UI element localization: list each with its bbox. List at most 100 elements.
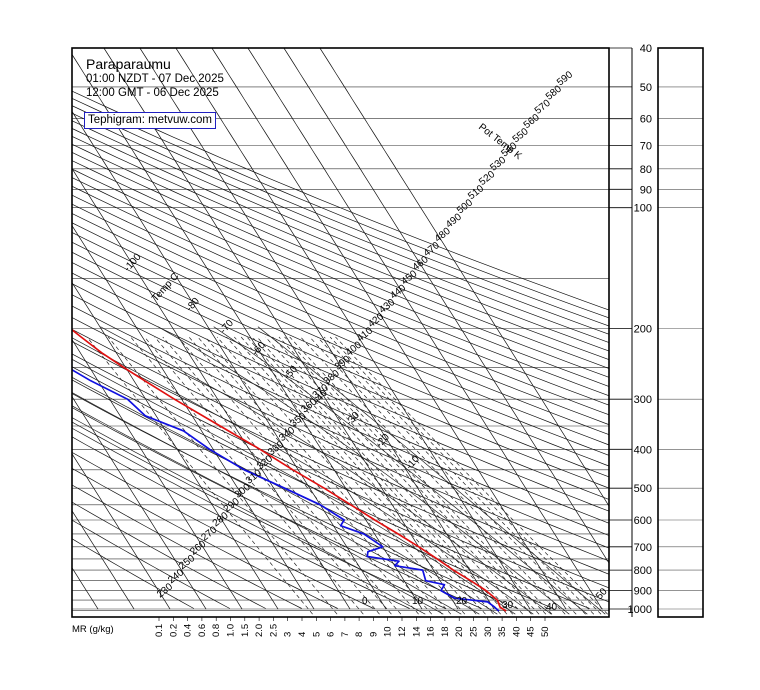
pressure-label: 40	[640, 43, 652, 55]
isotherm-label: 0	[362, 596, 368, 607]
dry-adiabat-line	[72, 294, 609, 536]
mixing-ratio-axis-title: MR (g/kg)	[72, 624, 114, 635]
isotherm-line	[319, 48, 609, 507]
mr-label: 25	[469, 626, 480, 637]
mr-label: 35	[497, 626, 508, 637]
pressure-label: 60	[640, 114, 652, 126]
dry-adiabat-line	[72, 305, 609, 549]
dry-adiabat-line	[72, 177, 609, 406]
dry-adiabat-line	[72, 241, 609, 478]
dry-adiabat-line	[72, 393, 518, 609]
pressure-label: 100	[634, 203, 652, 215]
utc-time: 12:00 GMT - 06 Dec 2025	[86, 87, 219, 99]
dry-adiabat-line	[72, 97, 609, 319]
dry-adiabat-line	[72, 262, 609, 500]
chart-title-block: Paraparaumu 01:00 NZDT - 07 Dec 2025 12:…	[86, 56, 224, 100]
temp-axis-title: Temp C	[150, 271, 181, 304]
isotherm-line	[72, 338, 243, 610]
mixing-ratio-line	[272, 336, 532, 615]
mixing-ratio-line	[240, 336, 494, 615]
mixing-ratio-line	[284, 336, 547, 615]
mixing-ratio-line	[86, 336, 313, 615]
pressure-label: 400	[634, 444, 652, 456]
mr-label: 5	[311, 632, 322, 637]
dry-adiabat-line	[72, 105, 609, 327]
isotherm-line	[0, 48, 62, 609]
mr-label: 4	[297, 632, 308, 637]
isotherm-label: -70	[218, 318, 236, 336]
mixing-ratio-line	[197, 336, 443, 615]
mixing-ratio-line	[188, 336, 432, 615]
isotherm-label: 40	[546, 602, 558, 613]
moist-adiabat-line	[72, 427, 426, 615]
mr-label: 50	[540, 626, 551, 637]
temperature-profile	[72, 328, 507, 612]
sounding-profiles	[72, 328, 507, 612]
mixing-ratio-line	[278, 336, 540, 615]
mr-label: 7	[340, 632, 351, 637]
mixing-ratio-line	[335, 336, 608, 615]
mr-label: 3	[283, 632, 294, 637]
mr-label: 1.0	[226, 624, 237, 637]
isotherm-label: 10	[412, 596, 424, 607]
mixing-ratio-line	[252, 336, 508, 615]
pressure-label: 700	[634, 542, 652, 554]
dry-adiabat-line	[72, 143, 609, 369]
mr-label: 30	[483, 626, 494, 637]
dry-adiabat-line	[72, 90, 609, 311]
mixing-ratio-line	[289, 336, 553, 615]
mixing-ratio-line	[256, 336, 514, 615]
pressure-label: 800	[634, 565, 652, 577]
moist-adiabat-line	[72, 405, 462, 615]
mixing-ratio-line	[309, 336, 577, 615]
dry-adiabat-line	[72, 272, 609, 512]
dry-adiabat-line	[72, 467, 338, 609]
isotherm-label: -20	[374, 432, 392, 450]
dry-adiabat-line	[72, 341, 609, 589]
dry-adiabat-line	[72, 120, 609, 343]
moist-adiabat-line	[213, 326, 588, 615]
dry-adiabat-line	[72, 484, 302, 609]
isotherm-label: -50	[282, 364, 300, 382]
mr-label: 2.5	[268, 624, 279, 637]
mr-label: 12	[397, 626, 408, 637]
mixing-ratio-line	[246, 336, 501, 615]
moist-adiabat-line	[157, 326, 570, 615]
dry-adiabat-line	[72, 232, 609, 467]
dry-adiabat-line	[72, 379, 554, 609]
isotherm-line	[175, 48, 531, 610]
isotherm-label: -100	[122, 251, 144, 274]
plot-frame	[71, 47, 610, 618]
mr-label: 2.0	[254, 624, 265, 637]
isotherm-label: -30	[344, 410, 362, 428]
mr-label: 10	[383, 626, 394, 637]
diagram-grid	[0, 48, 609, 615]
mr-label: 0.4	[183, 624, 194, 637]
isotherm-label: -60	[250, 340, 268, 358]
pressure-label: 600	[634, 515, 652, 527]
mr-label: 9	[368, 632, 379, 637]
wind-panel-frame	[657, 47, 704, 618]
dry-adiabat-line	[72, 213, 609, 446]
mr-label: 8	[354, 632, 365, 637]
dry-adiabat-line	[72, 112, 609, 335]
mixing-ratio-line	[107, 336, 338, 615]
mixing-ratio-line	[226, 336, 477, 615]
pressure-label: 1000	[628, 604, 652, 616]
moist-adiabat-line	[257, 326, 606, 615]
pressure-label: 70	[640, 141, 652, 153]
dry-adiabat-line	[72, 151, 609, 378]
isotherm-line	[72, 395, 207, 610]
mr-label: 0.1	[154, 624, 165, 637]
dry-adiabat-line	[72, 203, 609, 436]
dry-adiabat-line	[72, 451, 374, 609]
mr-label: 14	[411, 626, 422, 637]
dry-adiabat-line	[72, 366, 590, 609]
isotherm-line	[72, 167, 351, 610]
isotherm-line	[0, 48, 26, 609]
isotherm-label: 30	[502, 600, 514, 611]
mixing-ratio-line	[323, 336, 595, 615]
pressure-axis: 40 50 60 70 80 90 100 200 300 400 500 600 700 800 900 1…	[609, 43, 703, 617]
moist-adiabat-line	[72, 392, 480, 615]
